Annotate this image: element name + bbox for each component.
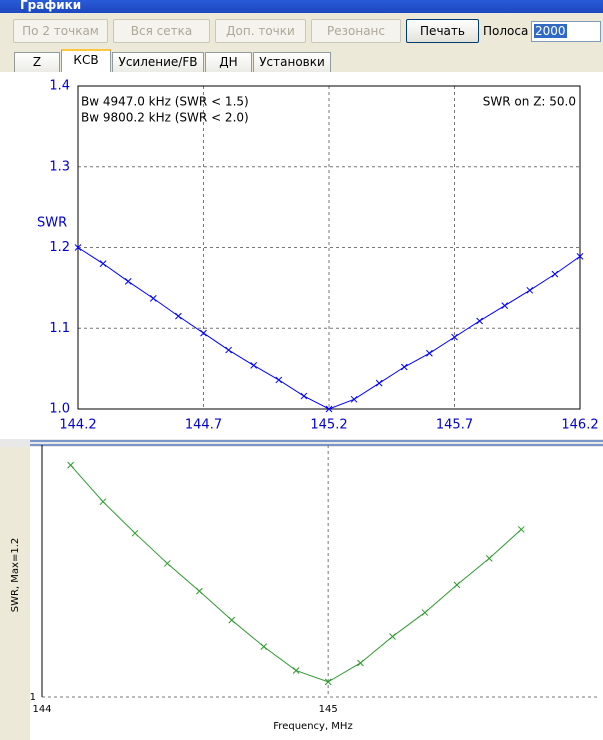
marker [200,329,207,337]
marker [225,346,232,354]
marker [228,616,236,624]
marker [149,295,157,302]
y-axis-label: SWR [37,216,67,231]
annotation: Bw 4947.0 kHz (SWR < 1.5) [81,95,249,109]
y-tick-label: 1.3 [49,159,70,174]
marker [350,395,358,403]
x-tick-label: 145.7 [436,418,473,433]
x-tick-label: 144.2 [59,418,96,433]
window-title: Графики [0,0,603,13]
marker [196,587,203,595]
x-tick-label: 144 [32,704,51,715]
tab-selected[interactable]: КСВ [61,49,111,72]
band-select[interactable]: 2000 [531,21,601,42]
marker [375,379,383,387]
x-tick-label: 145 [319,704,338,715]
marker [324,678,332,686]
button[interactable]: Доп. точки [215,19,306,43]
y-tick-label: 1 [30,692,36,703]
chart-bg [0,72,603,440]
marker [292,667,300,674]
marker [131,529,139,537]
x-tick-label: 145.2 [310,418,347,433]
marker [389,633,396,640]
marker [99,498,107,506]
marker [99,260,107,268]
button[interactable]: Вся сетка [113,19,210,43]
x-axis-label: Frequency, MHz [273,721,352,732]
x-tick-label: 146.2 [561,418,598,433]
y-tick-label: 1.4 [49,79,70,94]
marker [451,333,458,341]
tab[interactable]: Установки [253,52,331,72]
marker [485,555,493,562]
button[interactable]: По 2 точкам [13,19,108,43]
marker [74,244,82,251]
y-tick-label: 1.0 [49,402,70,417]
button[interactable]: Резонанс [311,19,401,43]
marker [300,392,308,400]
band-label: Полоса [483,24,529,38]
annotation: Bw 9800.2 kHz (SWR < 2.0) [81,111,249,125]
tab[interactable]: Усиление/FB [112,52,204,72]
marker [551,270,559,278]
marker [275,376,283,384]
marker [526,286,534,294]
marker [421,609,429,616]
marker [124,278,132,285]
x-tick-label: 144.7 [185,418,222,433]
marker [67,461,74,469]
y-axis-label: SWR, Max=1.2 [10,538,21,613]
splitter [0,439,603,447]
marker [517,526,525,533]
tab[interactable]: ДН [205,52,252,72]
marker [260,643,268,650]
y-tick-label: 1.1 [49,321,70,336]
marker [453,581,461,589]
marker [325,405,333,413]
marker [163,560,171,567]
marker [357,659,364,667]
marker [175,312,182,320]
marker [426,349,433,357]
annotation: SWR on Z: 50.0 [483,95,576,109]
band-value: 2000 [534,24,567,38]
marker [400,363,408,371]
tab[interactable]: Z [14,52,60,72]
marker [476,317,483,325]
print-button[interactable]: Печать [406,19,479,43]
chart-bg [30,447,603,740]
charts: 144.2 144.7 145.2 145.7 146.2 1.0 1.1 1.2 1.3 1.4… [0,72,603,740]
marker [250,362,258,369]
marker [576,253,584,260]
y-tick-label: 1.2 [49,240,70,255]
marker [501,302,509,309]
